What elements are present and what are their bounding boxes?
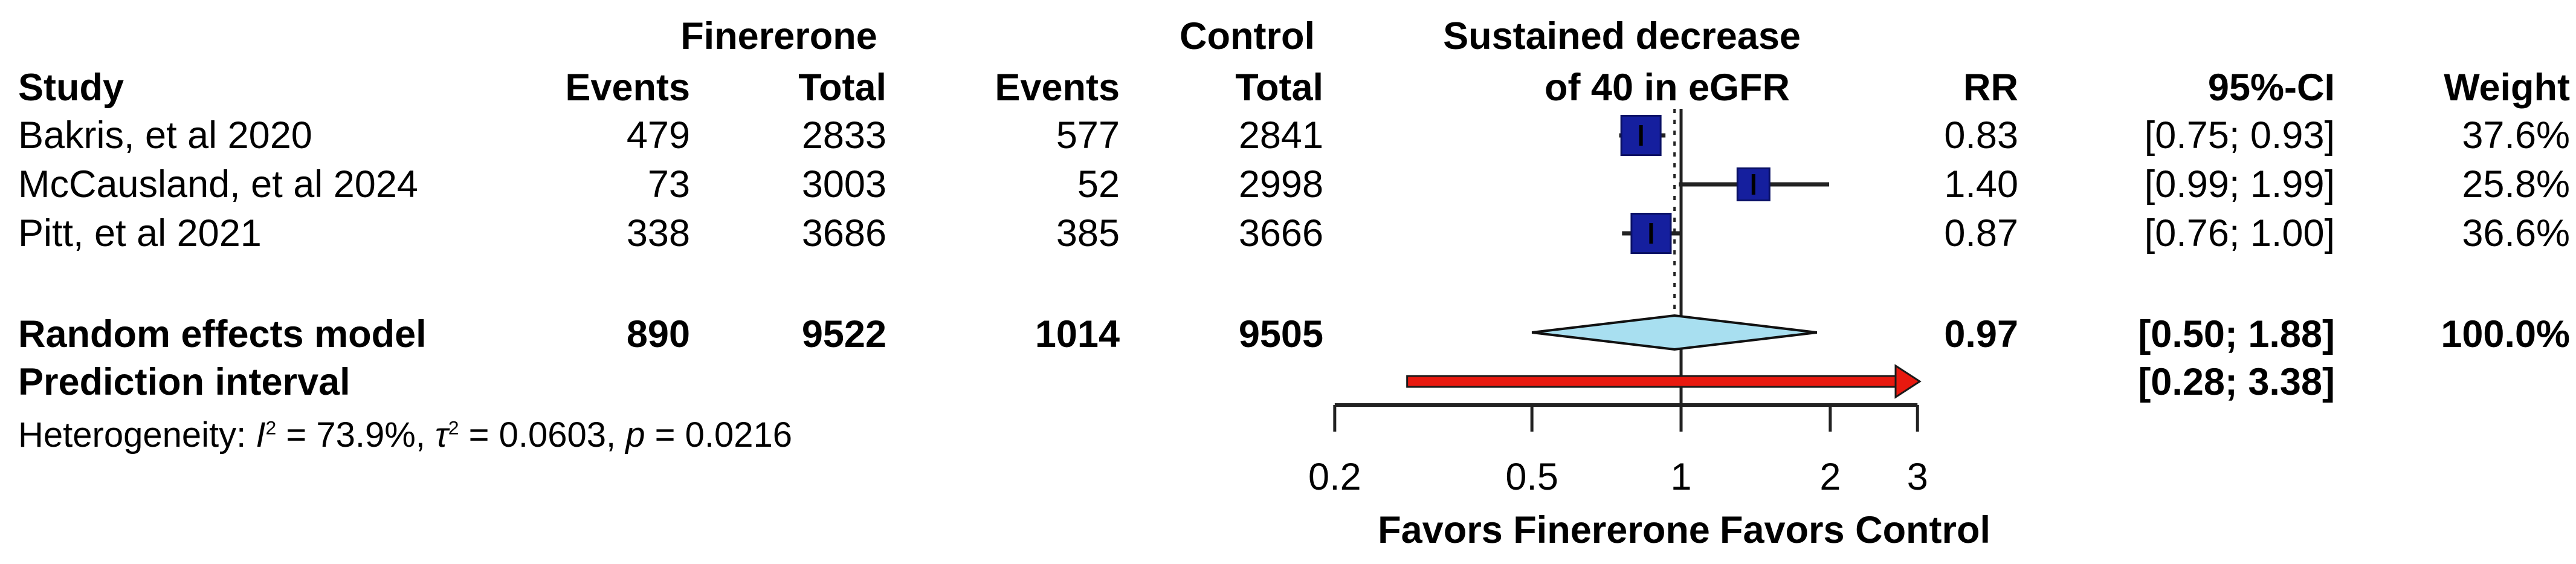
ctrl-total: 3666 (1238, 212, 1323, 254)
rr-column-header: RR (1963, 66, 2018, 109)
ci-value: [0.75; 0.93] (2144, 114, 2335, 157)
heterogeneity-text-part: Heterogeneity: (18, 415, 256, 455)
ctrl-events: 577 (1056, 114, 1120, 157)
heterogeneity-text-part: I (256, 415, 266, 455)
study-column-header: Study (18, 66, 124, 109)
group2-header: Control (1180, 15, 1315, 57)
study-name: Pitt, et al 2021 (18, 212, 262, 254)
heterogeneity-text-part: = 73.9%, (276, 415, 436, 455)
ctrl-events: 52 (1077, 163, 1120, 206)
weight-value: 37.6% (2462, 114, 2570, 157)
heterogeneity-note: Heterogeneity: I2 = 73.9%, τ2 = 0.0603, … (18, 411, 792, 459)
fin-total-total: 9522 (801, 313, 886, 355)
heterogeneity-text-part: = 0.0603, (459, 415, 626, 455)
control-total-header: Total (1235, 66, 1323, 109)
ctrl-events: 385 (1056, 212, 1120, 254)
study-name: Bakris, et al 2020 (18, 114, 312, 157)
fin-events: 73 (647, 163, 690, 206)
prediction-interval-label: Prediction interval (18, 361, 350, 403)
favors-right-label: Favors Control (1720, 509, 1990, 551)
prediction-interval-bar (1406, 375, 1899, 388)
rr-value: 1.40 (1944, 163, 2018, 206)
pooled-ci-value: [0.50; 1.88] (2138, 313, 2335, 355)
ci-value: [0.99; 1.99] (2144, 163, 2335, 206)
control-events-header: Events (995, 66, 1120, 109)
weight-column-header: Weight (2444, 66, 2570, 109)
x-axis-tick-label: 2 (1819, 456, 1841, 498)
x-axis-tick-label: 1 (1670, 456, 1691, 498)
fin-total: 3003 (801, 163, 886, 206)
pooled-weight: 100.0% (2441, 313, 2570, 355)
rr-value: 0.83 (1944, 114, 2018, 157)
heterogeneity-text-part: = 0.0216 (645, 415, 792, 455)
outcome-header-line1: Sustained decrease (1443, 15, 1801, 57)
ctrl-total: 2998 (1238, 163, 1323, 206)
fin-total: 3686 (801, 212, 886, 254)
ctrl-total: 2841 (1238, 114, 1323, 157)
weight-value: 36.6% (2462, 212, 2570, 254)
x-axis-tick-label: 0.2 (1308, 456, 1361, 498)
ctrl-total-total: 9505 (1238, 313, 1323, 355)
heterogeneity-text-part: τ (435, 415, 448, 455)
fin-events: 479 (626, 114, 690, 157)
study-name: McCausland, et al 2024 (18, 163, 418, 206)
ci-column-header: 95%-CI (2207, 66, 2335, 109)
group1-header: Finererone (680, 15, 877, 57)
x-axis-tick-label: 3 (1907, 456, 1928, 498)
ctrl-events-total: 1014 (1035, 313, 1120, 355)
pooled-rr-value: 0.97 (1944, 313, 2018, 355)
fin-events-total: 890 (626, 313, 690, 355)
x-axis-tick-label: 0.5 (1505, 456, 1558, 498)
heterogeneity-text-part: p (625, 415, 645, 455)
fin-total: 2833 (801, 114, 886, 157)
heterogeneity-text-part: 2 (448, 417, 459, 439)
ci-value: [0.76; 1.00] (2144, 212, 2335, 254)
pooled-model-label: Random effects model (18, 313, 427, 355)
pooled-diamond (1531, 314, 1818, 351)
favors-left-label: Favors Finererone (1378, 509, 1710, 551)
rr-value: 0.87 (1944, 212, 2018, 254)
fin-events: 338 (626, 212, 690, 254)
finererone-events-header: Events (565, 66, 690, 109)
finererone-total-header: Total (798, 66, 886, 109)
prediction-arrow-head (1894, 364, 1922, 399)
heterogeneity-text-part: 2 (265, 417, 277, 439)
prediction-ci-value: [0.28; 3.38] (2138, 361, 2335, 403)
outcome-header-line2: of 40 in eGFR (1544, 66, 1790, 109)
weight-value: 25.8% (2462, 163, 2570, 206)
